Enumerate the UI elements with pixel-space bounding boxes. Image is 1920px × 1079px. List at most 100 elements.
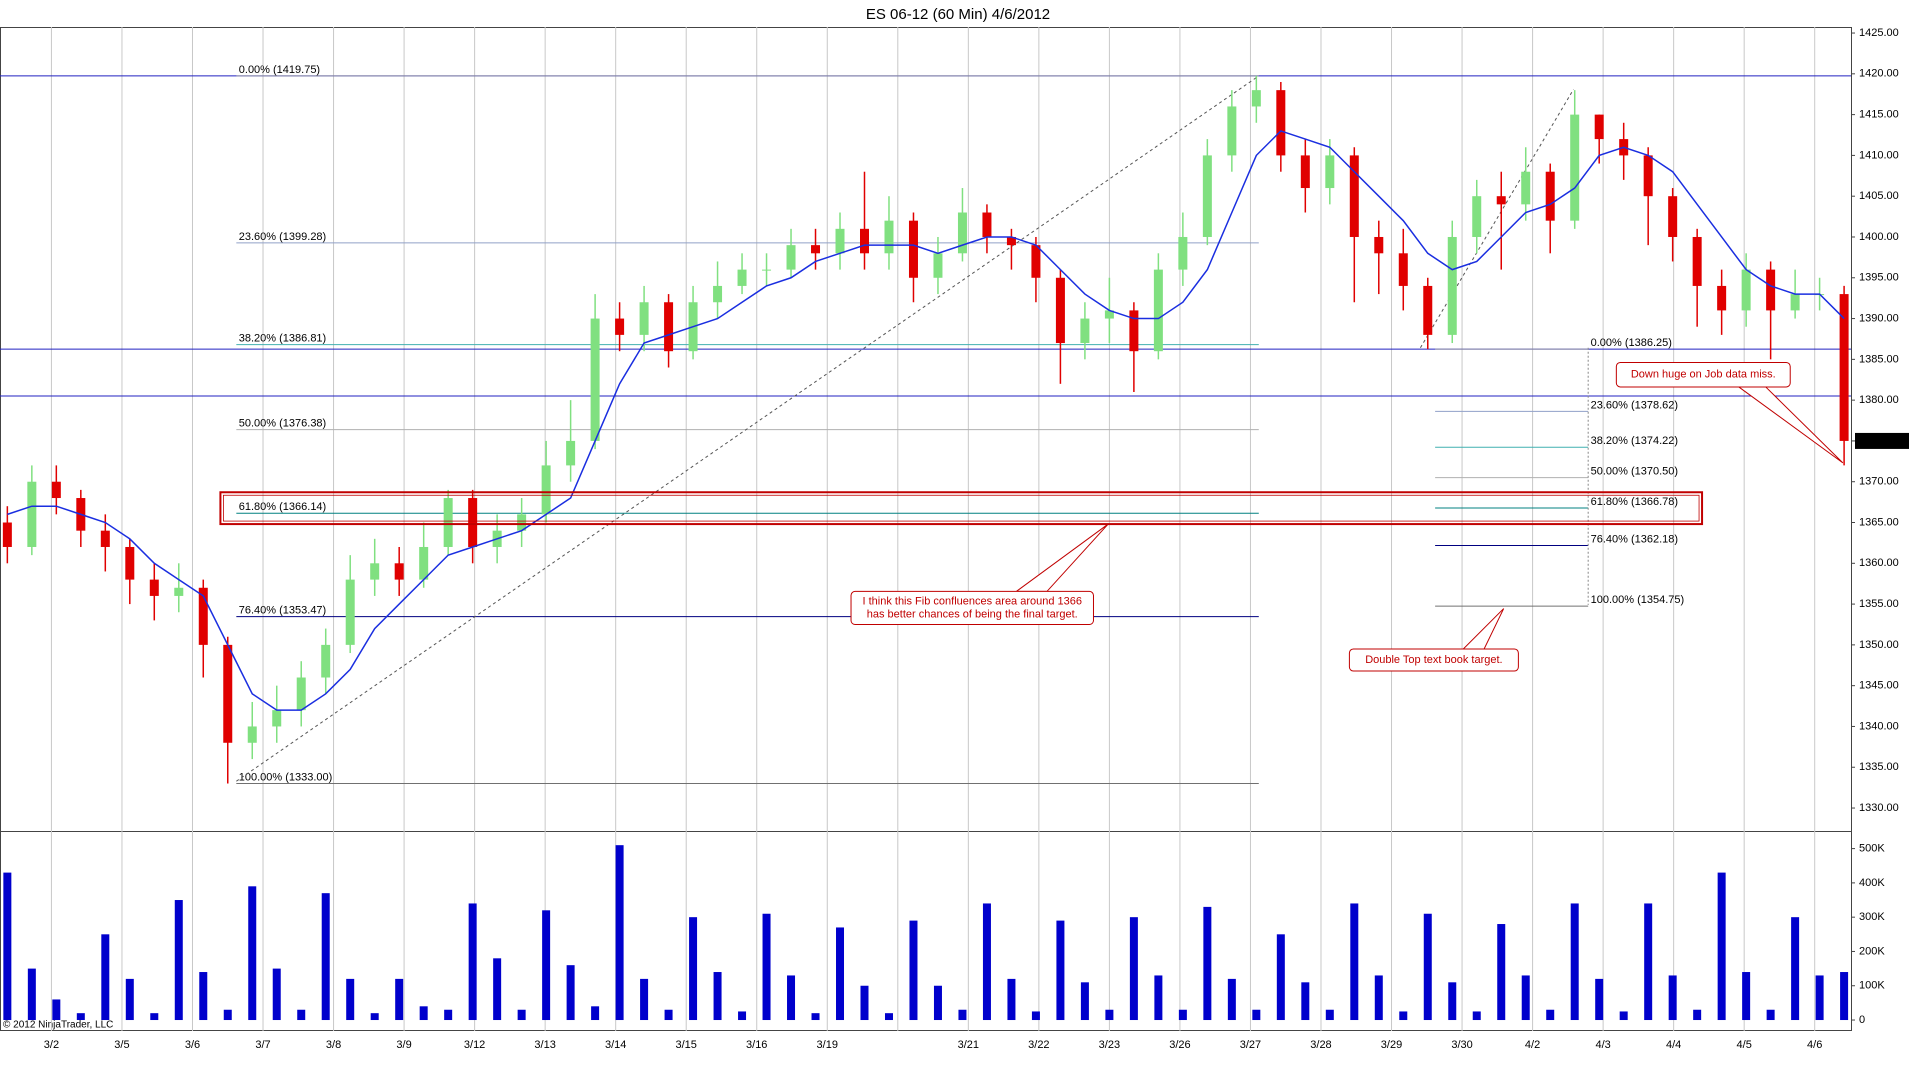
candle-body bbox=[198, 587, 208, 645]
x-tick-label: 3/16 bbox=[746, 1039, 767, 1051]
fib-label: 100.00% (1333.00) bbox=[239, 771, 333, 783]
candle-body bbox=[1349, 155, 1359, 237]
volume-bar bbox=[419, 1006, 428, 1021]
volume-bar bbox=[1448, 982, 1457, 1021]
candle-body bbox=[272, 710, 282, 727]
y-tick-label: 1350.00 bbox=[1859, 639, 1899, 651]
y-tick-label: 1360.00 bbox=[1859, 557, 1899, 569]
candle-body bbox=[1080, 318, 1090, 344]
y-tick-label: 1415.00 bbox=[1859, 109, 1899, 121]
volume-bar bbox=[1497, 924, 1506, 1021]
y-tick-label: 1330.00 bbox=[1859, 802, 1899, 814]
volume-tick-label: 500K bbox=[1859, 843, 1885, 855]
volume-bar bbox=[1521, 975, 1530, 1021]
volume-bar bbox=[517, 1009, 526, 1021]
volume-bar bbox=[101, 934, 110, 1021]
volume-bar bbox=[272, 968, 281, 1021]
candle-body bbox=[394, 563, 404, 580]
x-tick-label: 3/23 bbox=[1099, 1039, 1120, 1051]
candle-body bbox=[1276, 90, 1286, 156]
y-tick-label: 1355.00 bbox=[1859, 598, 1899, 610]
volume-tick-label: 400K bbox=[1859, 877, 1885, 889]
annotation-text: Double Top text book target. bbox=[1365, 654, 1502, 666]
x-tick-label: 4/4 bbox=[1666, 1039, 1681, 1051]
annotation-text: I think this Fib confluences area around… bbox=[862, 595, 1082, 607]
candle-body bbox=[786, 245, 796, 270]
y-tick-label: 1340.00 bbox=[1859, 720, 1899, 732]
volume-bar bbox=[1350, 903, 1359, 1021]
candle-body bbox=[541, 465, 551, 515]
candle-body bbox=[223, 644, 233, 743]
x-tick-label: 3/27 bbox=[1240, 1039, 1261, 1051]
candle-body bbox=[1251, 90, 1261, 107]
candle-body bbox=[1766, 269, 1776, 311]
candle-body bbox=[321, 644, 331, 678]
volume-bar bbox=[1570, 903, 1579, 1021]
volume-bar bbox=[297, 1009, 306, 1021]
candle-body bbox=[664, 302, 674, 352]
callout-pointer bbox=[1014, 523, 1109, 592]
volume-bar bbox=[811, 1013, 820, 1021]
annotation-text: Down huge on Job data miss. bbox=[1631, 369, 1776, 381]
last-price-label: 1375.00 bbox=[1859, 435, 1899, 447]
x-tick-label: 3/21 bbox=[958, 1039, 979, 1051]
candle-body bbox=[345, 579, 355, 645]
volume-bar bbox=[713, 972, 722, 1021]
volume-bar bbox=[958, 1009, 967, 1021]
candle-body bbox=[908, 220, 918, 278]
candle-body bbox=[468, 498, 478, 547]
volume-bar bbox=[566, 965, 575, 1021]
annotation-text: has better chances of being the final ta… bbox=[867, 608, 1078, 620]
moving-average bbox=[7, 130, 1845, 711]
candle-body bbox=[517, 514, 527, 531]
x-tick-label: 3/22 bbox=[1028, 1039, 1049, 1051]
volume-bar bbox=[1301, 982, 1310, 1021]
x-tick-label: 3/9 bbox=[396, 1039, 411, 1051]
candle-body bbox=[1202, 155, 1212, 237]
candle-body bbox=[1570, 114, 1580, 221]
volume-bar bbox=[321, 893, 330, 1021]
x-tick-label: 3/30 bbox=[1451, 1039, 1472, 1051]
volume-bar bbox=[738, 1011, 747, 1021]
volume-bar bbox=[982, 903, 991, 1021]
candle-body bbox=[835, 228, 845, 254]
volume-bar bbox=[689, 917, 698, 1021]
y-tick-label: 1370.00 bbox=[1859, 476, 1899, 488]
candle-body bbox=[1472, 196, 1482, 237]
candle-body bbox=[1153, 269, 1163, 352]
candle-body bbox=[443, 498, 453, 547]
volume-bar bbox=[1472, 1011, 1481, 1021]
candle-body bbox=[1104, 310, 1114, 319]
x-tick-label: 3/15 bbox=[675, 1039, 696, 1051]
volume-bar bbox=[884, 1013, 893, 1021]
volume-bar bbox=[1252, 1009, 1261, 1021]
volume-bar bbox=[1129, 917, 1138, 1021]
volume-bar bbox=[1154, 975, 1163, 1021]
volume-bar bbox=[1056, 920, 1065, 1021]
confluence-box bbox=[219, 491, 1704, 526]
fib-label: 76.40% (1353.47) bbox=[239, 604, 326, 616]
fib-label: 38.20% (1374.22) bbox=[1591, 435, 1678, 447]
volume-bar bbox=[370, 1013, 379, 1021]
candle-body bbox=[296, 677, 306, 711]
x-tick-label: 4/6 bbox=[1807, 1039, 1822, 1051]
candle-body bbox=[1374, 236, 1384, 254]
x-tick-label: 4/5 bbox=[1737, 1039, 1752, 1051]
candle-body bbox=[370, 563, 380, 580]
candle-body bbox=[1839, 294, 1849, 441]
candle-body bbox=[1496, 196, 1506, 205]
candle-body bbox=[1741, 269, 1751, 311]
candle-body bbox=[737, 269, 747, 286]
fib-label: 0.00% (1419.75) bbox=[239, 64, 320, 76]
volume-bar bbox=[836, 927, 845, 1021]
volume-bar bbox=[909, 920, 918, 1021]
volume-bar bbox=[52, 999, 61, 1021]
x-tick-label: 3/26 bbox=[1169, 1039, 1190, 1051]
volume-bar bbox=[27, 968, 36, 1021]
x-tick-label: 4/3 bbox=[1595, 1039, 1610, 1051]
x-tick-label: 3/28 bbox=[1310, 1039, 1331, 1051]
fib-label: 38.20% (1386.81) bbox=[239, 332, 326, 344]
volume-bar bbox=[199, 972, 208, 1021]
volume-bar bbox=[493, 958, 502, 1021]
candle-body bbox=[1594, 114, 1604, 140]
